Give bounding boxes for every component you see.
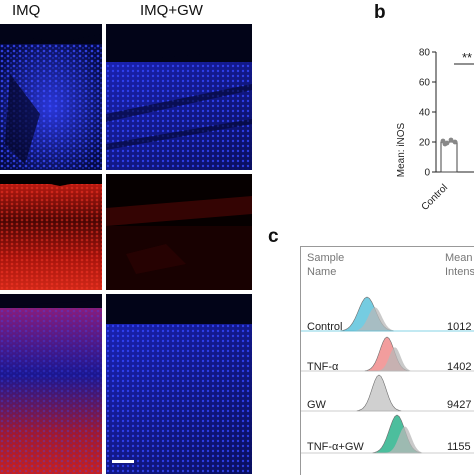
header-mean-intensity: Mean Intensi	[445, 251, 474, 279]
significance-label: **	[462, 50, 472, 65]
row-label-tnf-gw: TNF-α+GW	[307, 441, 364, 453]
scale-bar	[112, 460, 134, 463]
row-value-gw: 9427	[447, 399, 472, 411]
row-label-tnf: TNF-α	[307, 361, 339, 373]
header-name: Name	[307, 266, 337, 278]
header-sample-name: Sample Name	[307, 251, 344, 279]
y-tick-label: 60	[419, 78, 431, 89]
header-mean: Mean	[445, 252, 473, 264]
flow-cytometry-table: Sample Name Mean Intensi Control 1012 TN…	[300, 246, 474, 475]
panel-b-chart: Mean: iNOS 0 20 40 60 80 ** Control	[384, 40, 474, 240]
column-label-imq: IMQ	[12, 2, 41, 19]
micrograph-imq-dapi	[0, 24, 102, 170]
y-tick-label: 40	[419, 108, 431, 119]
bar-control	[440, 141, 458, 173]
y-tick-label: 0	[424, 168, 430, 179]
micrograph-imq-gw-dapi	[106, 24, 252, 170]
histogram-reference	[377, 347, 411, 371]
micrograph-imq-inos	[0, 174, 102, 290]
header-sample: Sample	[307, 252, 345, 264]
micrograph-imq-gw-inos	[106, 174, 252, 290]
panel-letter-b: b	[374, 2, 386, 23]
panel-letter-c: c	[268, 226, 279, 247]
histogram-reference	[385, 426, 423, 453]
y-axis-label: Mean: iNOS	[396, 122, 407, 177]
y-tick-label: 20	[419, 138, 431, 149]
x-tick-label: Control	[420, 182, 451, 213]
row-value-tnf: 1402	[447, 361, 472, 373]
histogram-2	[356, 374, 402, 412]
data-point	[442, 141, 448, 147]
row-label-gw: GW	[307, 399, 326, 411]
row-value-tnf-gw: 1155	[447, 441, 471, 453]
header-intensity: Intensi	[445, 266, 474, 278]
micrograph-imq-merge	[0, 294, 102, 474]
data-point	[452, 139, 458, 145]
micrograph-imq-gw-merge	[106, 294, 252, 474]
column-label-imq-gw: IMQ+GW	[140, 2, 203, 19]
y-tick-label: 80	[419, 48, 431, 59]
data-point	[448, 137, 454, 143]
row-value-control: 1012	[447, 321, 472, 333]
histogram-reference	[353, 307, 395, 331]
row-label-control: Control	[307, 321, 343, 333]
